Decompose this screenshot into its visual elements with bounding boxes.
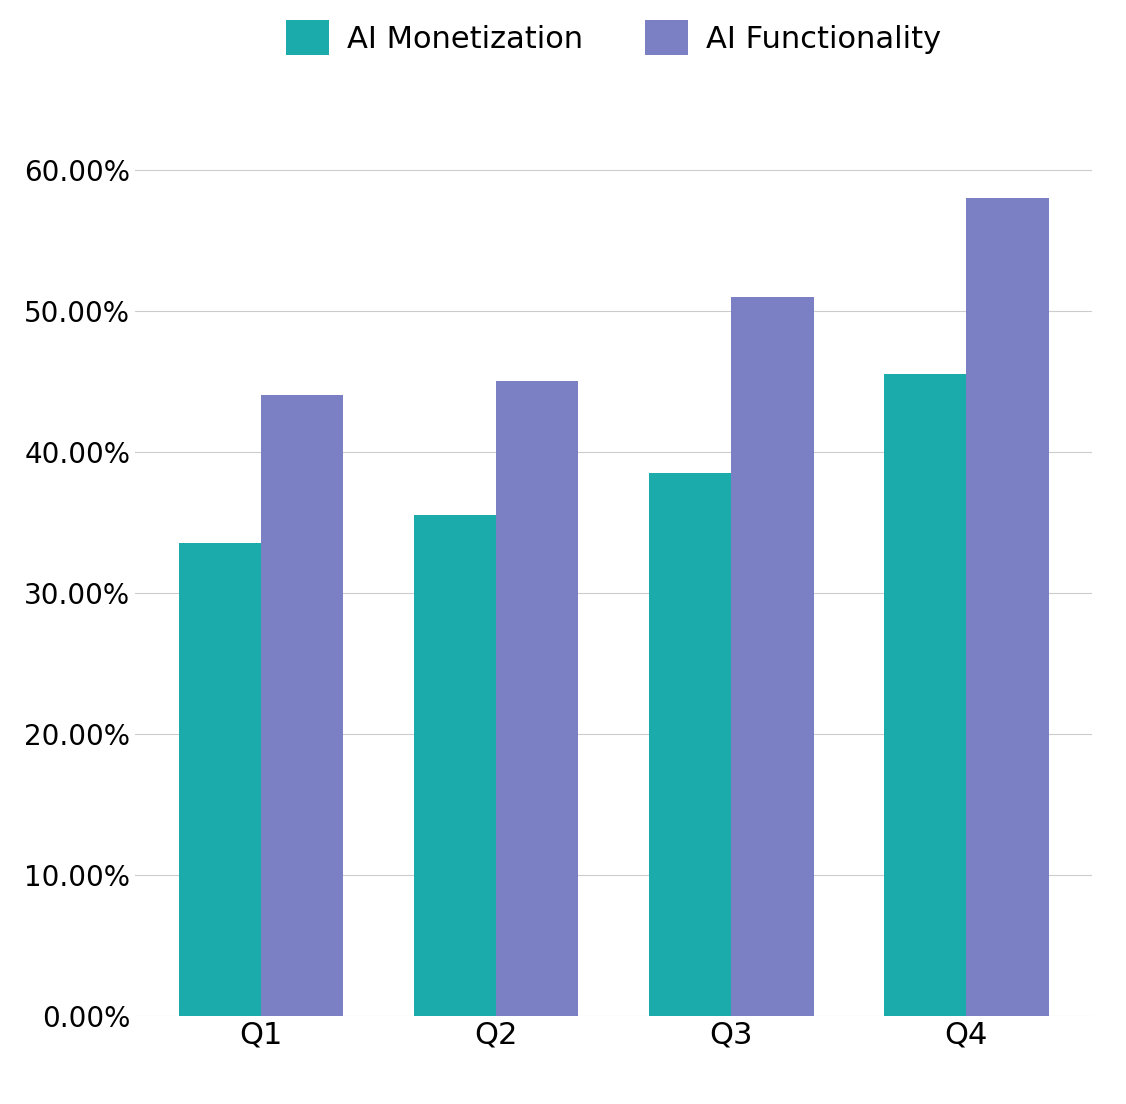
- Bar: [179, 543, 261, 1016]
- Bar: [966, 198, 1048, 1016]
- Bar: [497, 381, 579, 1016]
- Bar: [261, 395, 343, 1016]
- Bar: [649, 473, 731, 1016]
- Bar: [731, 297, 814, 1016]
- Bar: [884, 374, 966, 1016]
- Bar: [413, 516, 497, 1016]
- Legend: AI Monetization, AI Functionality: AI Monetization, AI Functionality: [271, 4, 956, 71]
